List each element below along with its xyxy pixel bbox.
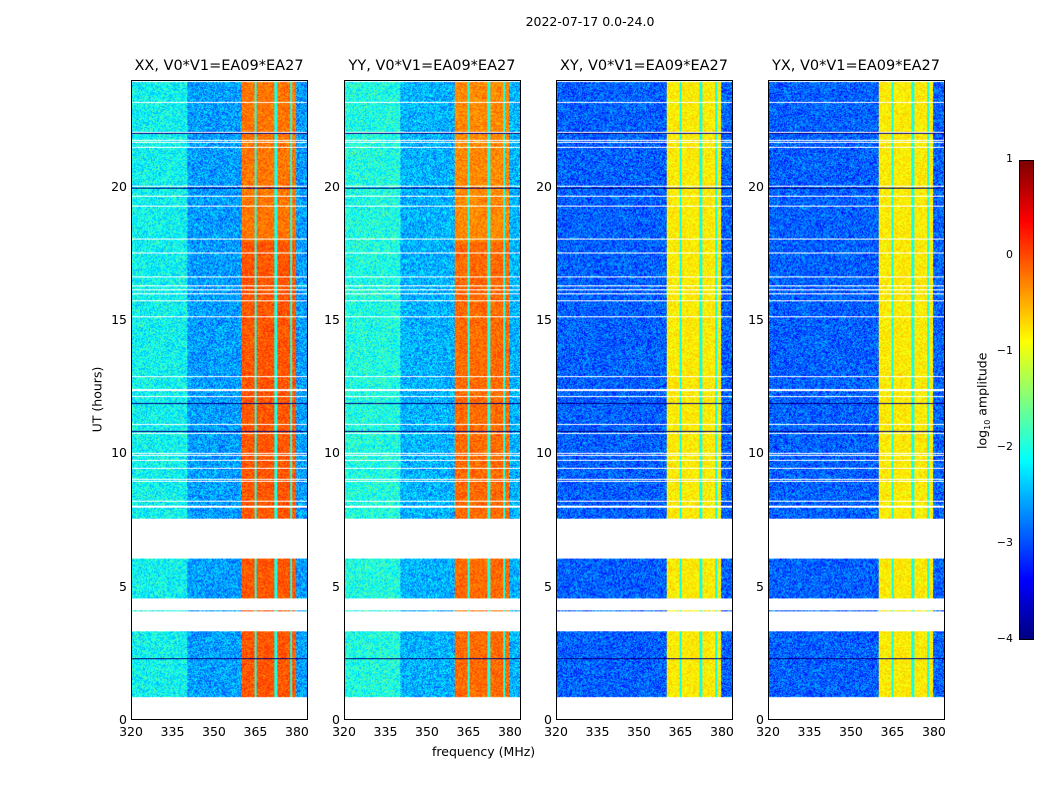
x-tick-label: 380 <box>498 724 522 739</box>
y-tick-label: 5 <box>332 578 340 594</box>
x-tick-label: 365 <box>880 724 905 739</box>
panel-title: YY, V0*V1=EA09*EA27 <box>348 58 516 74</box>
x-tick-label: 380 <box>922 724 946 739</box>
x-tick-label: 335 <box>160 724 185 739</box>
y-tick-label: 5 <box>119 578 127 594</box>
spectrogram-yx <box>768 80 945 720</box>
y-tick-label: 20 <box>111 178 127 194</box>
x-tick-label: 320 <box>332 724 356 739</box>
colorbar-tick-label: −3 <box>996 536 1013 549</box>
y-tick-label: 10 <box>324 445 340 461</box>
spectrogram-yy <box>344 80 521 720</box>
figure-title: 2022-07-17 0.0-24.0 <box>525 14 655 29</box>
y-tick-label: 0 <box>544 712 552 727</box>
x-tick-label: 365 <box>668 724 693 739</box>
y-tick-label: 20 <box>536 178 552 194</box>
spectrogram-xx <box>131 80 308 720</box>
x-tick-label: 335 <box>373 724 398 739</box>
y-tick-label: 5 <box>756 578 764 594</box>
x-tick-label: 350 <box>202 724 226 739</box>
colorbar-tick-label: −1 <box>996 344 1013 357</box>
x-tick-label: 350 <box>415 724 439 739</box>
x-tick-label: 335 <box>797 724 822 739</box>
colorbar <box>1019 160 1034 640</box>
y-tick-label: 5 <box>544 578 552 594</box>
spectrogram-xy <box>556 80 733 720</box>
colorbar-label: log10 amplitude <box>974 352 992 449</box>
colorbar-tick-label: 1 <box>1006 152 1013 165</box>
y-tick-label: 15 <box>536 312 552 327</box>
panel-title: YX, V0*V1=EA09*EA27 <box>771 58 940 74</box>
y-tick-label: 0 <box>119 712 127 727</box>
y-tick-label: 15 <box>111 312 127 327</box>
y-tick-label: 0 <box>332 712 340 727</box>
y-tick-label: 20 <box>748 178 764 194</box>
y-axis-label: UT (hours) <box>89 366 105 433</box>
x-tick-label: 365 <box>456 724 481 739</box>
y-tick-label: 15 <box>324 312 340 327</box>
colorbar-tick-label: 0 <box>1006 248 1013 261</box>
panel-title: XX, V0*V1=EA09*EA27 <box>134 58 304 74</box>
x-tick-label: 335 <box>585 724 610 739</box>
colorbar-tick-label: −4 <box>996 632 1013 645</box>
y-tick-label: 0 <box>756 712 764 727</box>
y-tick-label: 10 <box>111 445 127 461</box>
x-tick-label: 320 <box>119 724 143 739</box>
y-tick-label: 20 <box>324 178 340 194</box>
x-tick-label: 380 <box>710 724 734 739</box>
x-tick-label: 380 <box>285 724 309 739</box>
panel-title: XY, V0*V1=EA09*EA27 <box>559 58 728 74</box>
y-tick-label: 10 <box>748 445 764 461</box>
x-tick-label: 350 <box>627 724 651 739</box>
x-tick-label: 320 <box>756 724 780 739</box>
x-tick-label: 350 <box>839 724 863 739</box>
y-tick-label: 10 <box>536 445 552 461</box>
x-axis-label: frequency (MHz) <box>432 744 536 759</box>
x-tick-label: 320 <box>544 724 568 739</box>
y-tick-label: 15 <box>748 312 764 327</box>
x-tick-label: 365 <box>243 724 268 739</box>
colorbar-tick-label: −2 <box>996 440 1013 453</box>
